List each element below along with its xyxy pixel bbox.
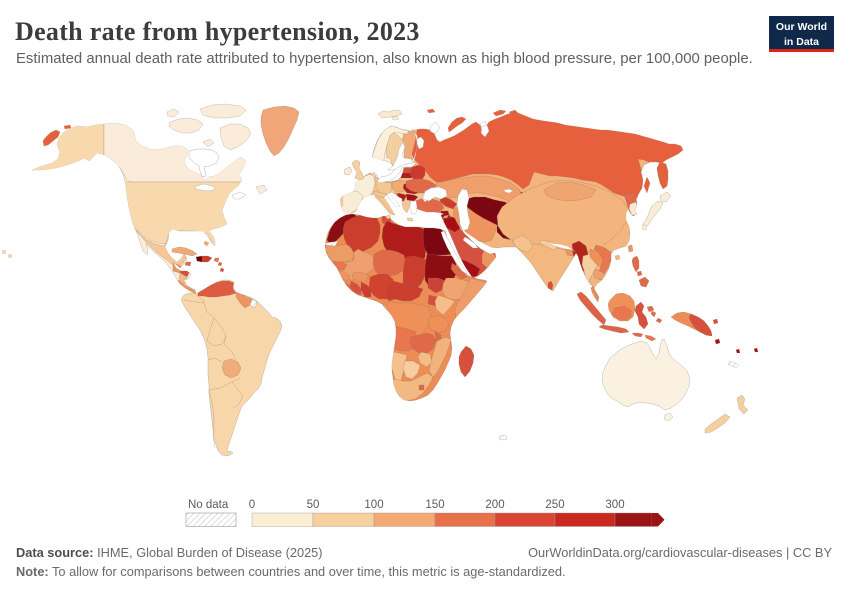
svg-text:0: 0	[249, 499, 255, 511]
svg-text:50: 50	[307, 499, 320, 511]
svg-text:300: 300	[605, 499, 624, 511]
svg-text:No data: No data	[188, 499, 229, 511]
svg-text:200: 200	[485, 499, 504, 511]
svg-text:150: 150	[425, 499, 444, 511]
svg-text:100: 100	[364, 499, 383, 511]
svg-text:250: 250	[545, 499, 564, 511]
